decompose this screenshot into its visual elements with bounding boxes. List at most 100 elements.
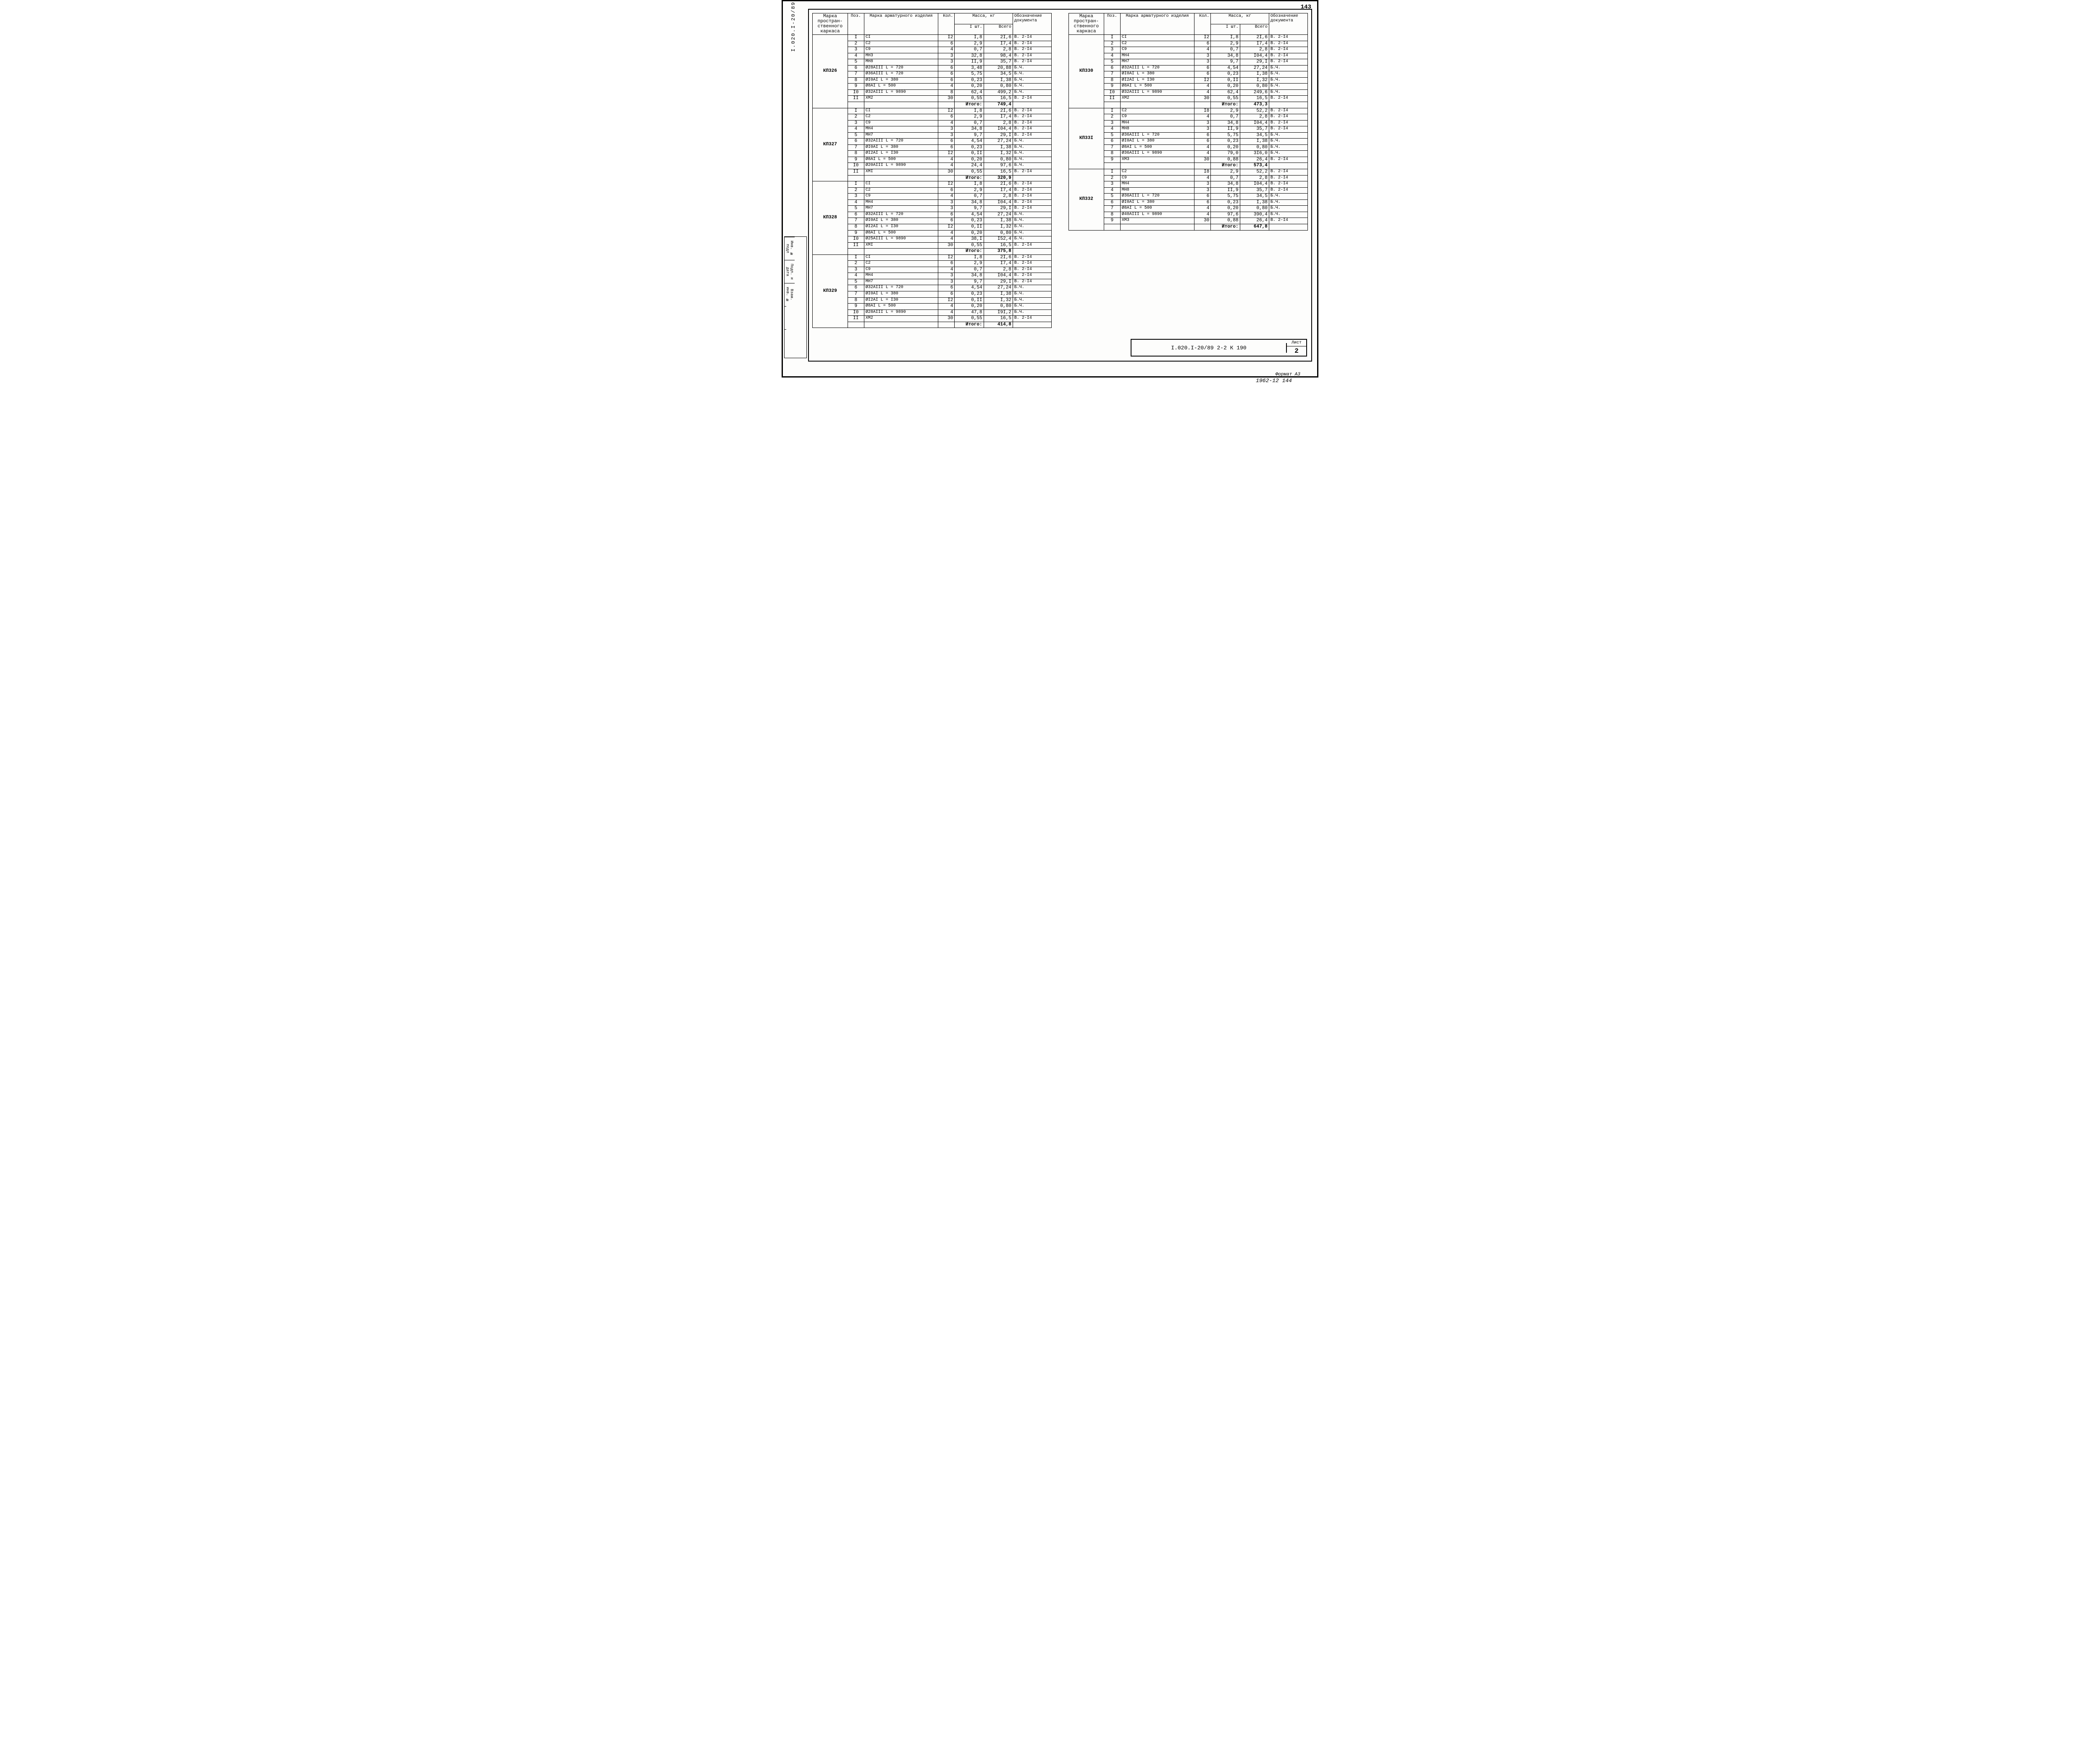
cell: I2	[938, 297, 955, 304]
table-row: 7ØI0АI L = 38060,23I,38Б.Ч.	[813, 218, 1052, 224]
th-mark: Марка простран-ственного каркаса	[1069, 13, 1104, 35]
cell: Б.Ч.	[1269, 212, 1307, 218]
cell: 4	[1194, 212, 1211, 218]
cell: 3	[938, 126, 955, 133]
cell: 62,4	[1211, 89, 1240, 96]
cell: 0,80	[1240, 84, 1269, 90]
cell: 16,5	[984, 316, 1013, 322]
th-m1: I шт.	[1211, 24, 1240, 35]
cell: 3	[848, 267, 864, 273]
cell: I04,4	[1240, 181, 1269, 188]
th-pos: Поз.	[848, 13, 864, 35]
cell: 2,9	[955, 41, 984, 47]
cell: II	[848, 242, 864, 249]
cell: I04,4	[1240, 120, 1269, 126]
cell: МН7	[864, 206, 938, 212]
cell: 6	[938, 212, 955, 218]
cell: 6	[938, 291, 955, 297]
cell: 0,23	[955, 291, 984, 297]
cell: 6	[848, 65, 864, 71]
cell: II	[848, 96, 864, 102]
total-label: Итого:	[1211, 102, 1240, 108]
cell: 9	[1104, 218, 1120, 224]
cell: В. 2-I4	[1269, 108, 1307, 114]
cell: 7	[848, 218, 864, 224]
table-row: 3С940,72,8В. 2-I4	[1069, 47, 1308, 53]
cell: I7,4	[984, 261, 1013, 267]
table-row: 9ХМ3300,8826,4В. 2-I4	[1069, 218, 1308, 224]
side-label: Инв. № подл	[785, 237, 795, 260]
title-list-num: 2	[1287, 346, 1306, 356]
table-row: 9ХМ3300,8826,4В. 2-I4	[1069, 157, 1308, 163]
th-izd: Марка арматурного изделия	[864, 13, 938, 35]
cell	[1194, 224, 1211, 230]
cell: Ø8АI L = 500	[1120, 144, 1194, 151]
table-row: 7Ø36АIII L = 72065,7534,5Б.Ч.	[813, 71, 1052, 78]
total-label: Итого:	[955, 175, 984, 181]
cell: МН8	[864, 59, 938, 66]
mark-cell: КП330	[1069, 35, 1104, 108]
cell: 0,II	[955, 224, 984, 230]
table-row: 6ØI0АI L = 38060,23I,38Б.Ч.	[1069, 139, 1308, 145]
cell: ХМI	[864, 169, 938, 176]
title-block: I.020.I-20/89 2-2 К 190 Лист 2	[1131, 339, 1307, 357]
table-row: 5МН83II,935,7В. 2-I4	[813, 59, 1052, 66]
cell: 26,4	[1240, 218, 1269, 224]
table-row: 7Ø8АI L = 50040,200,80Б.Ч.	[1069, 144, 1308, 151]
cell: 0,7	[1211, 114, 1240, 121]
table-row: КП330IСII2I,82I,6В. 2-I4	[1069, 35, 1308, 41]
cell	[1120, 163, 1194, 169]
cell: I,38	[984, 218, 1013, 224]
cell: 0,80	[1240, 206, 1269, 212]
cell: 4	[938, 194, 955, 200]
cell: Ø25АIII L = 9890	[864, 236, 938, 243]
cell: 4	[938, 309, 955, 316]
cell: 8	[848, 297, 864, 304]
table-row: IIХМI300,5516,5В. 2-I4	[813, 169, 1052, 176]
cell: ХМ2	[864, 316, 938, 322]
cell: II	[1104, 96, 1120, 102]
cell: 6	[1194, 132, 1211, 139]
cell: 27,24	[984, 139, 1013, 145]
cell: 390,4	[1240, 212, 1269, 218]
cell: 3	[848, 47, 864, 53]
cell: I2	[938, 108, 955, 114]
cell: 2,9	[1211, 169, 1240, 176]
cell: 4	[848, 199, 864, 206]
cell: I,38	[1240, 71, 1269, 78]
cell: МН4	[1120, 53, 1194, 59]
cell: В. 2-I4	[1269, 218, 1307, 224]
cell: 6	[848, 285, 864, 291]
cell: 3	[938, 199, 955, 206]
cell: В. 2-I4	[1013, 35, 1051, 41]
mark-cell: КП329	[813, 254, 848, 328]
cell	[938, 249, 955, 255]
cell: Б.Ч.	[1013, 157, 1051, 163]
cell: Ø32АIII L = 9890	[1120, 89, 1194, 96]
cell: 9,7	[1211, 59, 1240, 66]
cell: ØI2АI L = I30	[864, 151, 938, 157]
inner-frame: Марка простран-ственного каркаса Поз. Ма…	[808, 9, 1312, 362]
cell: 0,II	[1211, 77, 1240, 84]
cell: 4	[848, 273, 864, 279]
cell: Б.Ч.	[1269, 84, 1307, 90]
total-value: 414,8	[984, 322, 1013, 328]
cell: 2	[848, 41, 864, 47]
cell: 4	[1104, 187, 1120, 194]
cell: 2I,6	[984, 181, 1013, 188]
cell: 7	[1104, 206, 1120, 212]
cell: I8	[1194, 108, 1211, 114]
th-kol: Кол.	[1194, 13, 1211, 35]
cell	[1194, 163, 1211, 169]
cell: В. 2-I4	[1013, 169, 1051, 176]
cell: 6	[938, 285, 955, 291]
cell: В. 2-I4	[1269, 47, 1307, 53]
cell: I7,4	[1240, 41, 1269, 47]
cell: I,32	[984, 297, 1013, 304]
cell: I	[848, 108, 864, 114]
cell: В. 2-I4	[1013, 114, 1051, 121]
cell: 3	[848, 120, 864, 126]
cell: 2,9	[955, 261, 984, 267]
cell: 0,23	[1211, 199, 1240, 206]
cell: В. 2-I4	[1013, 47, 1051, 53]
